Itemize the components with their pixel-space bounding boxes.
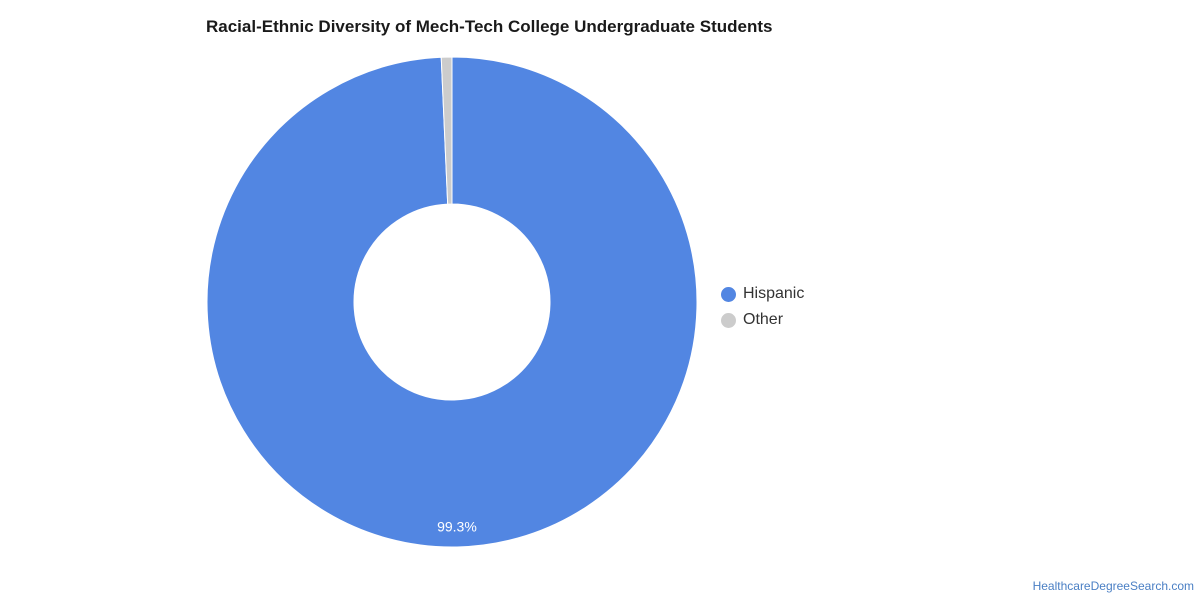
legend: Hispanic Other [721,281,804,333]
legend-swatch [721,312,736,328]
chart-title: Racial-Ethnic Diversity of Mech-Tech Col… [206,17,773,36]
donut-slice-other[interactable] [440,56,453,205]
data-label-hispanic: 99.3% [437,518,477,534]
legend-item-other[interactable]: Other [721,307,804,333]
donut-slice-hispanic[interactable] [206,56,698,548]
legend-label: Hispanic [743,285,805,302]
legend-label: Other [743,311,784,328]
legend-swatch [721,286,736,302]
legend-item-hispanic[interactable]: Hispanic [721,281,804,307]
source-watermark[interactable]: HealthcareDegreeSearch.com [1032,579,1194,593]
